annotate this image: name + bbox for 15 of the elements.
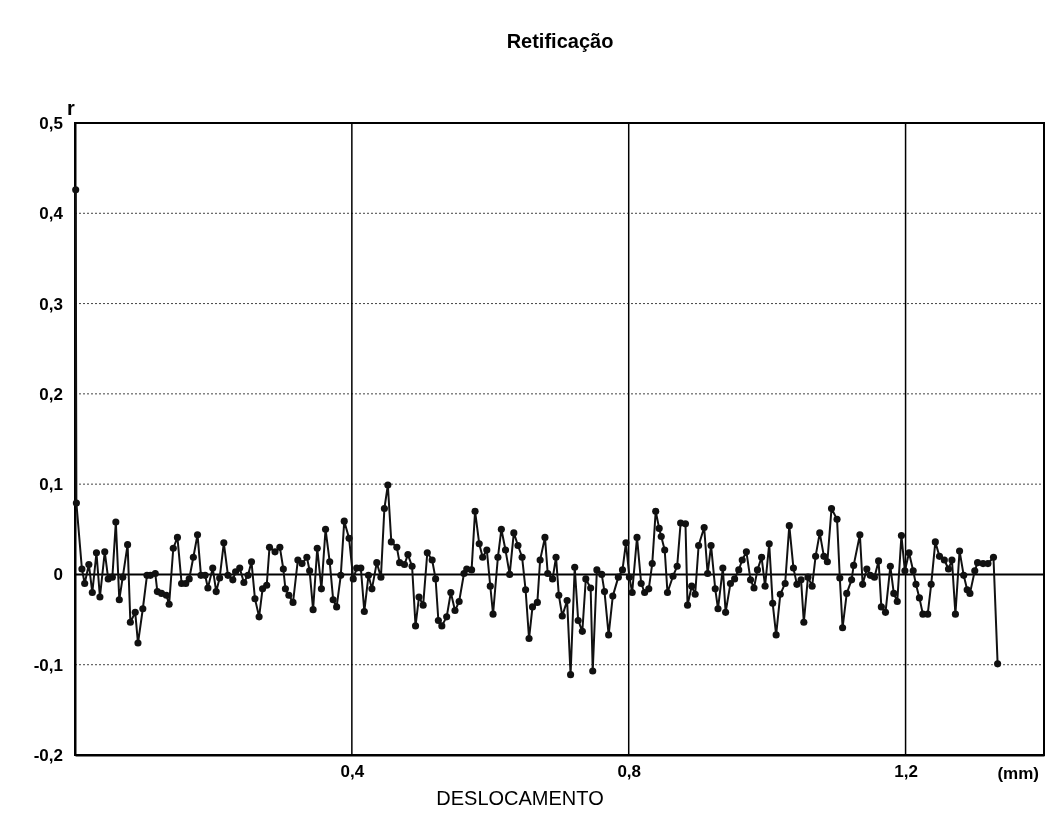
y-tick-label: -0,1 (33, 655, 63, 675)
y-tick-label: 0,5 (39, 113, 63, 133)
x-tick-label: 0,4 (340, 762, 365, 782)
x-tick-label: 1,2 (894, 762, 918, 782)
y-tick-label: -0,2 (33, 745, 63, 765)
y-tick-label: 0 (53, 565, 63, 585)
x-tick-label: 0,8 (617, 762, 642, 782)
y-tick-label: 0,2 (39, 384, 63, 404)
x-axis-title: DESLOCAMENTO (436, 787, 604, 809)
y-axis-title: r (67, 97, 76, 119)
y-tick-label: 0,3 (39, 294, 63, 314)
y-tick-label: 0,1 (39, 475, 63, 495)
chart-title: Retificação (506, 30, 614, 52)
text: (mm) (997, 764, 1039, 783)
y-tick-label: 0,4 (39, 204, 64, 224)
